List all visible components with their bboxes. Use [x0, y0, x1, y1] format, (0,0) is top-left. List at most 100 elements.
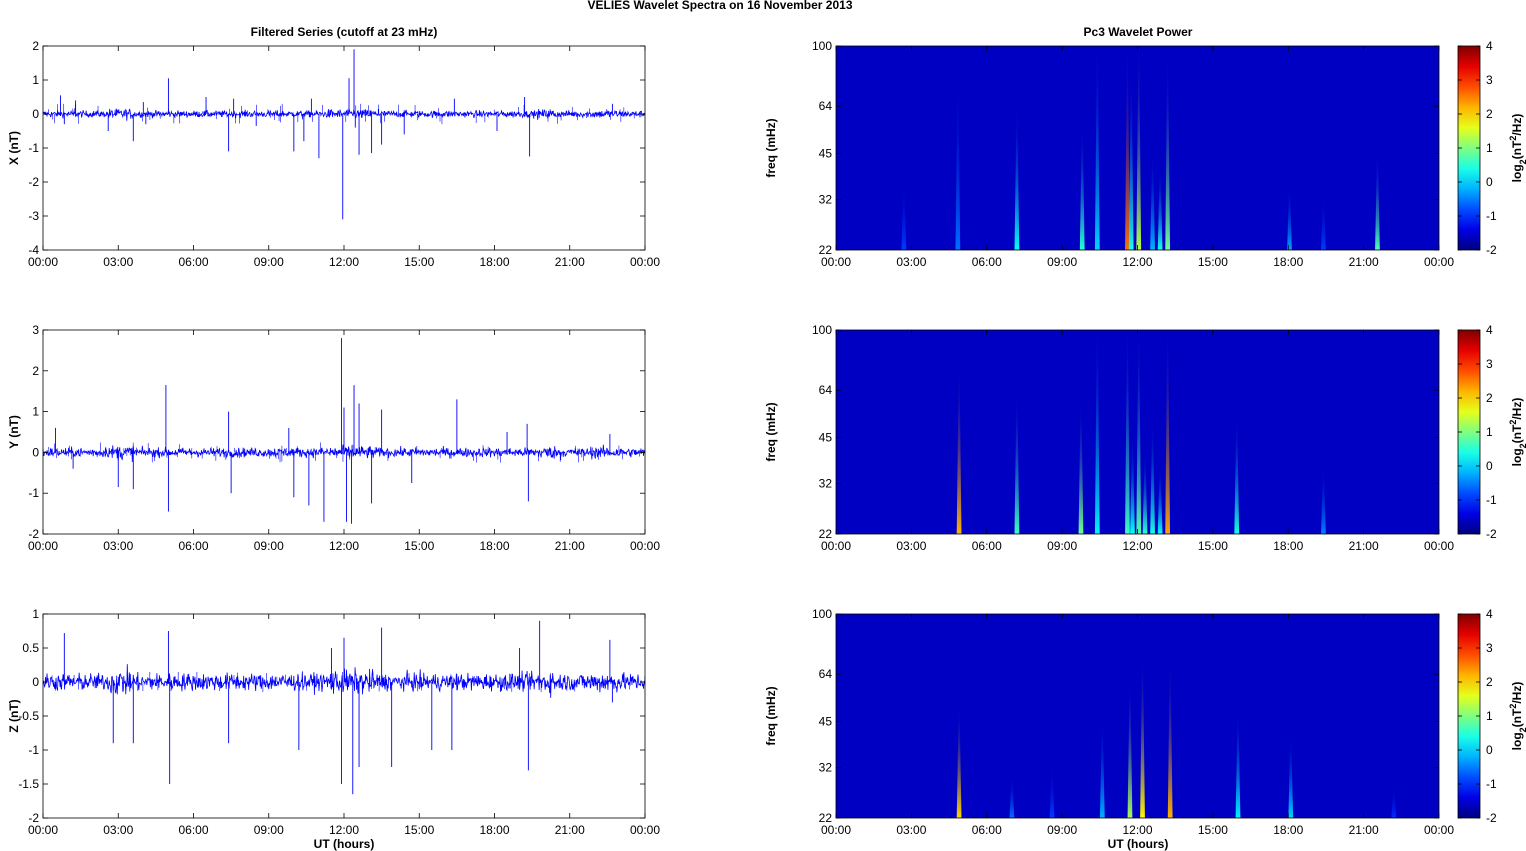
wavelet-event [1157, 169, 1163, 250]
x-tick-label: 06:00 [178, 255, 208, 269]
wavelet-event [1288, 737, 1294, 818]
wavelet-event [1079, 126, 1085, 250]
wavelet-event [1125, 330, 1130, 534]
x-tick-label: 00:00 [28, 823, 58, 837]
x-tick-label: 00:00 [630, 539, 660, 553]
freq-tick-label: 64 [819, 99, 833, 113]
colorbar-tick-label: 4 [1486, 39, 1493, 53]
colorbar-tick-label: 1 [1486, 425, 1493, 439]
colorbar-tick-label: 3 [1486, 73, 1493, 87]
wavelet-event [1094, 46, 1100, 250]
y-tick-label: 1 [32, 607, 39, 621]
wavelet-event [1150, 423, 1155, 534]
freq-tick-label: 64 [819, 667, 833, 681]
x-tick-label: 09:00 [254, 823, 284, 837]
x-tick-label: 09:00 [254, 255, 284, 269]
freq-tick-label: 45 [819, 431, 833, 445]
x-tick-label: 09:00 [1047, 255, 1077, 269]
y-tick-label: -2 [28, 527, 39, 541]
y-tick-label: -1 [28, 141, 39, 155]
wavelet-event [1099, 721, 1105, 818]
x-tick-label: 00:00 [1424, 539, 1454, 553]
freq-axis-label: freq (mHz) [764, 402, 778, 461]
colorbar-tick-label: 3 [1486, 357, 1493, 371]
wavelet-event [1078, 403, 1084, 534]
colorbar-tick-label: 0 [1486, 459, 1493, 473]
colorbar-label: log2(nT2/Hz) [1508, 398, 1526, 467]
x-tick-label: 15:00 [1198, 823, 1228, 837]
freq-tick-label: 32 [819, 193, 833, 207]
y-axis-label: Z (nT) [7, 699, 21, 732]
x-tick-label: 21:00 [555, 255, 585, 269]
wavelet-event [956, 368, 962, 534]
freq-axis-label: freq (mHz) [764, 686, 778, 745]
colorbar-tick-label: -2 [1486, 243, 1497, 257]
y-tick-label: -4 [28, 243, 39, 257]
y-axis-label: Y (nT) [7, 415, 21, 449]
wavelet-event [1391, 785, 1397, 818]
wavelet-event [1130, 437, 1135, 534]
colorbar-tick-label: 2 [1486, 675, 1493, 689]
x-tick-label: 00:00 [28, 539, 58, 553]
freq-tick-label: 22 [819, 527, 833, 541]
x-tick-label: 06:00 [972, 255, 1002, 269]
x-tick-label: 00:00 [821, 255, 851, 269]
y-tick-label: -0.5 [18, 709, 39, 723]
colorbar-x: 4 3 2 1 0 -1 -2 log2(nT2/Hz) [1457, 39, 1526, 257]
wavelet-event [956, 707, 962, 818]
freq-tick-label: 100 [812, 323, 832, 337]
x-tick-label: 18:00 [479, 823, 509, 837]
freq-tick-label: 100 [812, 39, 832, 53]
freq-tick-label: 22 [819, 811, 833, 825]
x-tick-label: 03:00 [103, 255, 133, 269]
series-trace-y [42, 444, 646, 462]
x-tick-label: 03:00 [896, 255, 926, 269]
x-tick-label: 18:00 [479, 539, 509, 553]
x-tick-label: 00:00 [630, 255, 660, 269]
wavelet-event [1127, 682, 1133, 818]
freq-tick-label: 45 [819, 715, 833, 729]
y-tick-label: -2 [28, 811, 39, 825]
colorbar-tick-label: -1 [1486, 777, 1497, 791]
colorbar-tick-label: 4 [1486, 607, 1493, 621]
series-trace-z [42, 664, 646, 698]
colorbar-z: 4 3 2 1 0 -1 -2 log2(nT2/Hz) [1457, 607, 1526, 825]
freq-axis-label: freq (mHz) [764, 118, 778, 177]
right-column-title: Pc3 Wavelet Power [1084, 25, 1193, 39]
y-tick-label: 0 [32, 445, 39, 459]
colorbar-tick-label: 3 [1486, 641, 1493, 655]
left-column-title: Filtered Series (cutoff at 23 mHz) [251, 25, 438, 39]
freq-tick-label: 45 [819, 147, 833, 161]
x-tick-label: 06:00 [178, 539, 208, 553]
wavelet-event [1321, 467, 1326, 534]
wavelet-event [1167, 662, 1173, 818]
x-tick-label: 06:00 [972, 539, 1002, 553]
x-tick-label: 15:00 [404, 255, 434, 269]
wavelet-event [1375, 153, 1380, 250]
colorbar-y: 4 3 2 1 0 -1 -2 log2(nT2/Hz) [1457, 323, 1526, 541]
y-tick-label: -2 [28, 175, 39, 189]
figure-title: VELIES Wavelet Spectra on 16 November 20… [587, 0, 852, 12]
series-trace-x [42, 108, 646, 121]
wavelet-event [1321, 195, 1326, 250]
wavelet-event [1125, 46, 1130, 250]
wavelet-event [1150, 153, 1155, 250]
y-axis-label: X (nT) [7, 131, 21, 165]
y-tick-label: -1 [28, 486, 39, 500]
colorbar-tick-label: 0 [1486, 175, 1493, 189]
plot-area [43, 46, 645, 250]
x-tick-label: 12:00 [329, 255, 359, 269]
colorbar-tick-label: 2 [1486, 107, 1493, 121]
x-tick-label: 09:00 [1047, 539, 1077, 553]
colorbar-tick-label: -1 [1486, 209, 1497, 223]
freq-tick-label: 32 [819, 761, 833, 775]
y-tick-label: -1.5 [18, 777, 39, 791]
wavelet-event [1235, 712, 1241, 818]
y-tick-label: 3 [32, 323, 39, 337]
colorbar-label: log2(nT2/Hz) [1508, 682, 1526, 751]
y-tick-label: 1 [32, 73, 39, 87]
x-tick-label: 12:00 [329, 539, 359, 553]
